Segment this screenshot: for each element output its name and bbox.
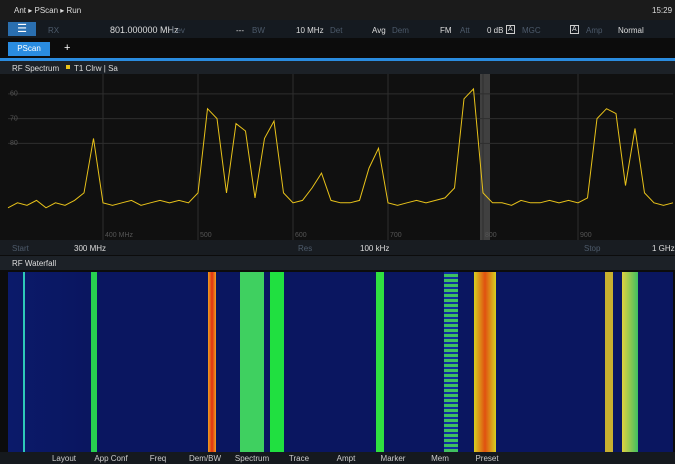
value[interactable]: --- — [236, 26, 244, 35]
add-tab[interactable]: + — [64, 42, 71, 54]
panel-title: RF Spectrum — [12, 64, 60, 73]
path: Ant ▸ PScan ▸ Run — [14, 6, 82, 15]
trace — [7, 87, 674, 209]
stripe — [376, 272, 384, 452]
label: Res — [298, 244, 313, 253]
softkey[interactable]: Layout — [51, 454, 77, 463]
value[interactable]: 0 dB — [487, 26, 504, 35]
label: RX — [48, 26, 60, 35]
x-tick-label: 800 — [485, 232, 497, 239]
mode[interactable]: A — [570, 25, 579, 34]
value[interactable]: Avg — [372, 26, 386, 35]
x-tick-label: 600 — [295, 232, 307, 239]
x-tick-label: 500 — [200, 232, 212, 239]
frequency[interactable]: 801.000000 MHz — [110, 25, 179, 35]
softkey[interactable]: Spectrum — [234, 454, 270, 463]
mode[interactable]: A — [506, 25, 515, 34]
y-tick-label: 80 — [10, 140, 18, 147]
softkey[interactable]: Ampt — [336, 454, 356, 463]
label: Start — [12, 244, 29, 253]
trace-label: T1 Clrw | Sa — [74, 64, 118, 73]
softkey[interactable]: Freq — [149, 454, 167, 463]
label: Att — [460, 26, 470, 35]
waterfall — [8, 272, 673, 452]
label: Dem — [392, 26, 409, 35]
panel-title: RF Waterfall — [12, 259, 57, 268]
stripe — [444, 272, 458, 452]
value[interactable]: Normal — [618, 26, 644, 35]
value[interactable]: 100 kHz — [360, 244, 390, 253]
softkey-bar — [0, 452, 675, 464]
stripe — [622, 272, 638, 452]
spectrum-footer — [0, 240, 675, 255]
path-item: Ant — [14, 6, 27, 15]
stripe — [474, 272, 496, 452]
value[interactable]: 1 GHz — [652, 244, 675, 253]
stripe — [270, 272, 284, 452]
value[interactable]: 300 MHz — [74, 244, 107, 253]
x-tick-label: 700 — [390, 232, 402, 239]
tab-underline — [0, 58, 675, 61]
softkey[interactable]: App Conf — [94, 454, 128, 463]
stripe — [208, 272, 216, 452]
label: MGC — [522, 26, 541, 35]
spectrum-plot: 60 70 80 400 MHz 500 600 700 800 900 — [0, 74, 675, 240]
softkey[interactable]: Mem — [431, 454, 449, 463]
softkey[interactable]: Dem/BW — [189, 454, 221, 463]
softkey[interactable]: Preset — [475, 454, 499, 463]
panel-header — [0, 256, 675, 270]
label: Det — [330, 26, 343, 35]
stripe — [605, 272, 613, 452]
plot-bg — [0, 74, 675, 240]
stripe — [91, 272, 97, 452]
clock: 15:29 — [652, 6, 673, 15]
menu-button[interactable]: ☰ — [8, 22, 36, 36]
stripe — [23, 272, 25, 452]
value[interactable]: 10 MHz — [296, 26, 324, 35]
path-item: Run — [66, 6, 82, 15]
status-bar — [0, 0, 675, 20]
tab[interactable]: PScan — [8, 42, 50, 56]
value[interactable]: FM — [440, 26, 452, 35]
label: BW — [252, 26, 265, 35]
softkey[interactable]: Marker — [380, 454, 406, 463]
y-tick-label: 70 — [10, 115, 18, 122]
stripe — [240, 272, 264, 452]
x-tick-label: 900 — [580, 232, 592, 239]
y-tick-label: 60 — [10, 91, 18, 98]
label: Amp — [586, 26, 603, 35]
softkey[interactable]: Trace — [288, 454, 310, 463]
label: Stop — [584, 244, 601, 253]
trace-swatch — [66, 65, 70, 69]
path-item[interactable]: PScan — [34, 6, 59, 15]
label: Lev — [172, 26, 185, 35]
x-tick-label: 400 MHz — [105, 232, 134, 239]
marker-band — [480, 74, 490, 240]
panel-header — [0, 61, 675, 74]
